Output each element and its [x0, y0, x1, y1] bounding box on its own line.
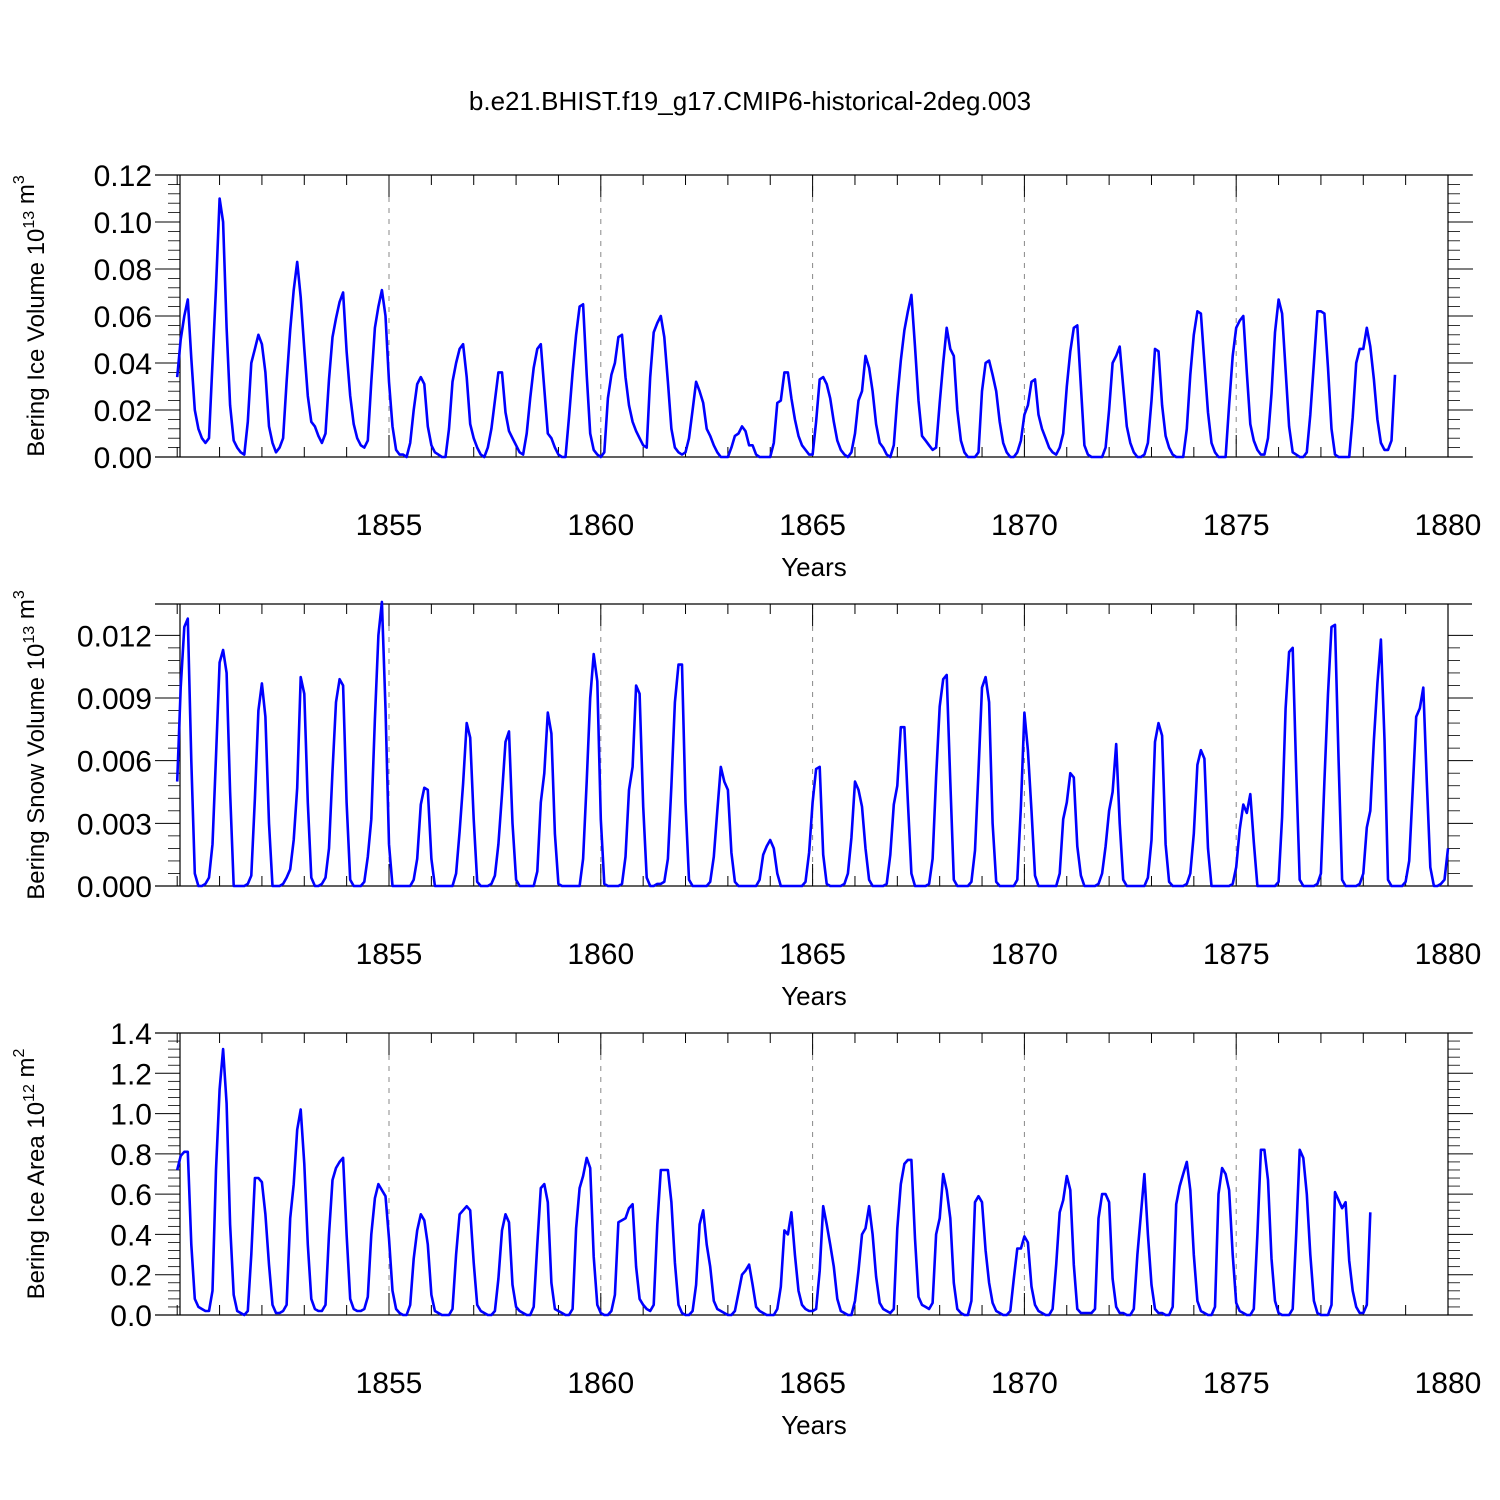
y-axis-title: Bering Ice Volume 1013 m3 [11, 175, 50, 457]
x-tick-label: 1870 [991, 1367, 1058, 1400]
y-tick-label: 0.00 [94, 442, 152, 475]
y-tick-label: 0.04 [94, 348, 152, 381]
y-tick-label: 0.4 [110, 1219, 152, 1252]
chart-panel-3: 0.0 0.2 0.4 0.6 0.8 1.0 1.2 1.4 1855 1860 1865 1870… [11, 1018, 1481, 1440]
x-tick-label: 1860 [567, 509, 634, 542]
x-tick-label: 1860 [567, 938, 634, 971]
y-axis-title: Bering Snow Volume 1013 m3 [11, 590, 50, 900]
x-tick-label: 1855 [356, 1367, 423, 1400]
y-axis-title-superscript: 3 [11, 175, 28, 184]
chart-panel-1: 0.00 0.02 0.04 0.06 0.08 0.10 0.12 1855 1860 1865… [11, 160, 1481, 582]
x-tick-label: 1875 [1203, 1367, 1270, 1400]
y-tick-label: 1.0 [110, 1099, 152, 1132]
y-axis-title-text: Bering Ice Volume 10 [23, 229, 50, 457]
y-tick-label: 0.6 [110, 1179, 152, 1212]
y-tick-label: 0.12 [94, 160, 152, 193]
y-axis-title-text: Bering Ice Area 10 [23, 1102, 50, 1299]
x-tick-label: 1875 [1203, 509, 1270, 542]
y-tick-label: 0.02 [94, 395, 152, 428]
x-axis-title: Years [781, 552, 847, 582]
x-tick-label: 1860 [567, 1367, 634, 1400]
y-axis-title-superscript: 2 [11, 1048, 28, 1057]
y-tick-label: 0.2 [110, 1260, 152, 1293]
x-tick-label: 1855 [356, 938, 423, 971]
x-tick-label: 1855 [356, 509, 423, 542]
y-tick-label: 1.2 [110, 1058, 152, 1091]
y-tick-label: 0.8 [110, 1139, 152, 1172]
x-tick-label: 1865 [779, 1367, 846, 1400]
y-tick-label: 0.003 [77, 808, 152, 841]
y-axis-title-superscript: 13 [21, 211, 38, 229]
x-tick-label: 1865 [779, 938, 846, 971]
x-tick-label: 1870 [991, 938, 1058, 971]
y-tick-label: 0.06 [94, 301, 152, 334]
series-line-1 [175, 600, 1450, 888]
y-axis-title-text: m [13, 184, 40, 211]
y-tick-label: 0.000 [77, 871, 152, 904]
figure-title: b.e21.BHIST.f19_g17.CMIP6-historical-2de… [469, 86, 1031, 116]
y-tick-label: 1.4 [110, 1018, 152, 1051]
series-line-1 [175, 197, 1397, 459]
x-tick-label: 1880 [1415, 938, 1482, 971]
x-tick-label: 1870 [991, 509, 1058, 542]
series-line-1 [175, 1047, 1372, 1317]
y-tick-label: 0.012 [77, 620, 152, 653]
y-tick-label: 0.10 [94, 207, 152, 240]
y-axis-title-text: Bering Snow Volume 10 [23, 644, 50, 900]
x-tick-label: 1865 [779, 509, 846, 542]
y-axis-title-superscript: 13 [21, 626, 38, 644]
y-tick-label: 0.08 [94, 254, 152, 287]
x-axis-title: Years [781, 981, 847, 1011]
y-axis-title-text: m [13, 599, 40, 626]
x-axis-title: Years [781, 1410, 847, 1440]
y-axis-title-superscript: 3 [11, 590, 28, 599]
y-tick-label: 0.0 [110, 1300, 152, 1333]
y-axis-title: Bering Ice Area 1012 m2 [11, 1048, 50, 1299]
y-tick-label: 0.006 [77, 746, 152, 779]
chart-panel-2: 0.000 0.003 0.006 0.009 0.012 1855 1860 1865 187… [11, 590, 1481, 1011]
y-tick-label: 0.009 [77, 683, 152, 716]
x-tick-label: 1875 [1203, 938, 1270, 971]
x-tick-label: 1880 [1415, 509, 1482, 542]
x-tick-label: 1880 [1415, 1367, 1482, 1400]
y-axis-title-superscript: 12 [21, 1084, 38, 1102]
y-axis-title-text: m [13, 1057, 40, 1084]
